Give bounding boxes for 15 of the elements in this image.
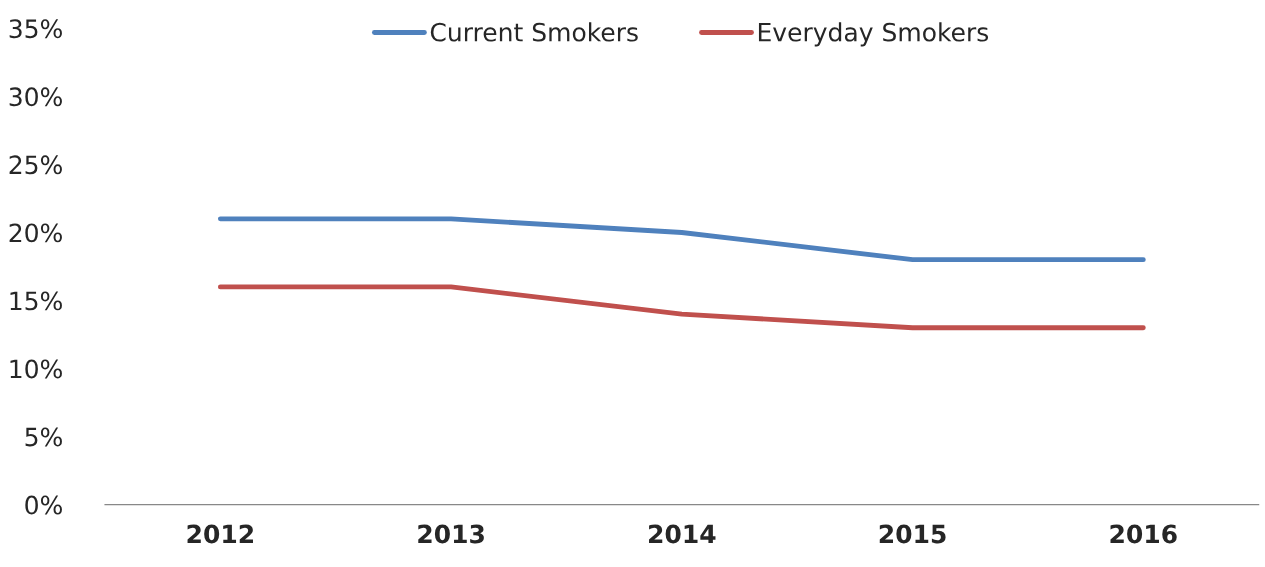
- y-tick-label: 0%: [25, 495, 62, 515]
- y-tick-label: 35%: [9, 19, 62, 39]
- y-tick-label: 20%: [9, 223, 62, 243]
- y-tick-label: 30%: [9, 87, 62, 107]
- legend-label: Current Smokers: [430, 22, 638, 42]
- y-tick-label: 5%: [25, 427, 62, 447]
- x-tick-label: 2014: [649, 524, 716, 544]
- y-tick-label: 25%: [9, 155, 62, 175]
- x-tick-label: 2013: [418, 524, 484, 544]
- x-tick-label: 2016: [1110, 524, 1177, 544]
- y-tick-label: 10%: [10, 359, 62, 379]
- x-tick-label: 2012: [187, 524, 253, 544]
- x-tick-label: 2015: [879, 524, 946, 544]
- legend-label: Everyday Smokers: [758, 22, 989, 47]
- y-tick-label: 15%: [10, 291, 62, 311]
